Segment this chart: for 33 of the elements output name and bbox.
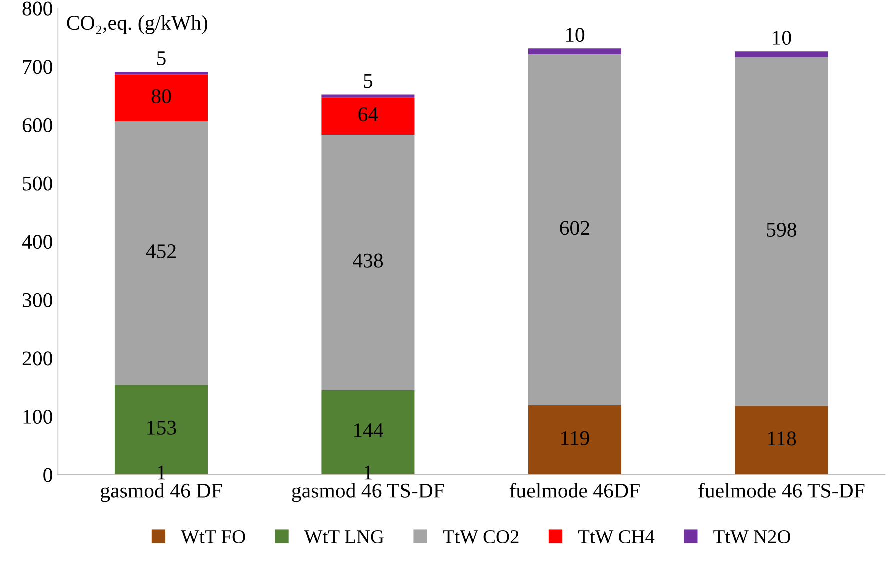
x-tick-label: gasmod 46 TS-DF: [292, 483, 444, 502]
x-tick-label: fuelmode 46 TS-DF: [698, 483, 865, 498]
x-tick-label: fuelmode 46DF: [510, 483, 640, 498]
legend-label: TtW CH4: [578, 530, 655, 544]
data-label: 144: [354, 424, 384, 438]
data-label: 153: [148, 420, 176, 435]
data-label: 5: [157, 52, 166, 66]
data-label: 10: [773, 30, 792, 46]
y-tick-label: 600: [22, 118, 52, 132]
y-tick-label: 800: [22, 2, 52, 16]
y-tick-label: 700: [23, 60, 52, 74]
data-label: 64: [358, 108, 378, 122]
data-label: 598: [767, 222, 797, 237]
legend-label: WtT LNG: [304, 530, 384, 544]
data-label: 452: [146, 244, 176, 259]
y-axis-title: CO₂,eq. (g/kWh): [67, 15, 208, 34]
legend-label: WtT FO: [181, 530, 246, 544]
data-label: 119: [562, 431, 590, 446]
data-label: 118: [768, 432, 796, 446]
data-label: 602: [560, 221, 590, 236]
y-tick-label: 500: [23, 176, 52, 191]
y-tick-label: 200: [22, 352, 52, 366]
y-tick-label: 100: [24, 410, 52, 424]
data-label: 10: [566, 28, 585, 42]
y-tick-label: 400: [22, 235, 52, 250]
legend-label: TtW CO2: [443, 530, 519, 544]
y-tick-label: 300: [22, 293, 52, 308]
data-label: 5: [364, 74, 373, 88]
y-tick-label: 0: [44, 468, 52, 482]
legend-label: TtW N2O: [714, 530, 790, 544]
data-label: 438: [353, 254, 384, 268]
x-tick-label: gasmod 46 DF: [101, 483, 222, 502]
data-label: 80: [152, 89, 172, 104]
